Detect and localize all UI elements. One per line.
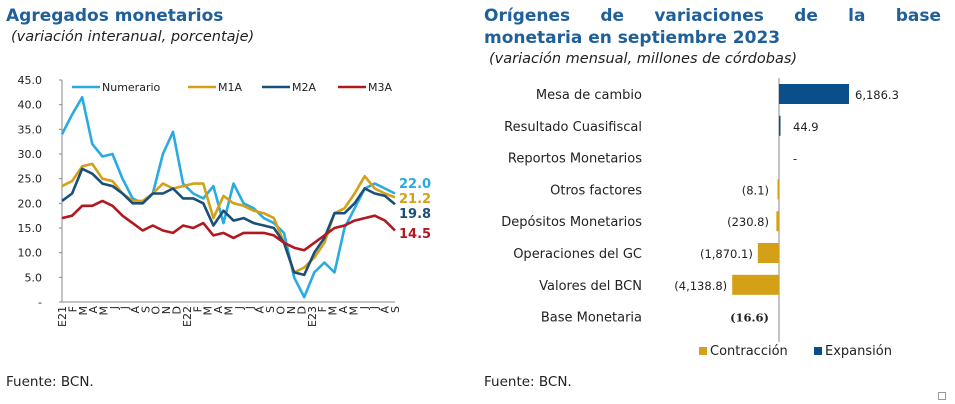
y-tick-label: 10.0 xyxy=(18,247,43,260)
y-tick-label: 15.0 xyxy=(18,222,43,235)
legend-label-m3a: M3A xyxy=(368,81,392,94)
x-tick-label: F xyxy=(66,306,79,312)
x-tick-label: S xyxy=(139,306,152,313)
x-tick-label: N xyxy=(285,306,298,314)
legend-label-contraccion: Contracción xyxy=(710,344,788,359)
category-label: Mesa de cambio xyxy=(536,88,642,103)
category-label: Resultado Cuasifiscal xyxy=(504,120,642,135)
x-tick-label: O xyxy=(150,306,163,315)
value-label: 44.9 xyxy=(793,120,819,134)
legend-label-m2a: M2A xyxy=(292,81,316,94)
x-tick-label: M xyxy=(347,306,360,316)
y-tick-label: 25.0 xyxy=(18,173,43,186)
legend-swatch-expansion xyxy=(814,347,822,355)
x-tick-label: J xyxy=(233,306,246,310)
x-tick-label: J xyxy=(118,306,131,310)
left-chart-title: Agregados monetarios xyxy=(6,6,224,26)
x-tick-label: A xyxy=(337,306,350,314)
x-tick-label: A xyxy=(254,306,267,314)
legend-swatch-contraccion xyxy=(699,347,707,355)
x-tick-label: A xyxy=(212,306,225,314)
right-source-note: Fuente: BCN. xyxy=(484,374,572,390)
series-line-m3a xyxy=(61,199,396,252)
bar xyxy=(779,115,781,136)
y-tick-label: - xyxy=(38,296,42,309)
series-line-m2a xyxy=(61,167,396,277)
y-tick-label: 30.0 xyxy=(18,148,43,161)
x-tick-label: D xyxy=(170,306,183,314)
x-tick-label: M xyxy=(98,306,111,316)
bar xyxy=(777,179,779,200)
x-tick-label: A xyxy=(379,306,392,314)
x-tick-label: D xyxy=(295,306,308,314)
category-label: Depósitos Monetarios xyxy=(501,215,642,230)
bar xyxy=(776,211,779,232)
right-chart-title-line1: Orígenes de variaciones de la base xyxy=(484,6,941,26)
series-line-m1a xyxy=(61,162,396,274)
right-chart-subtitle: (variación mensual, millones de córdobas… xyxy=(489,51,798,67)
category-label: Base Monetaria xyxy=(541,311,642,326)
corner-marker xyxy=(938,392,946,400)
y-tick-label: 45.0 xyxy=(18,74,43,87)
value-label: (230.8) xyxy=(727,215,769,229)
category-label: Valores del BCN xyxy=(539,279,642,294)
base-monetaria-bar-chart: Mesa de cambio 6,186.3 Resultado Cuasifisc… xyxy=(501,78,899,359)
legend-label-m1a: M1A xyxy=(218,81,242,94)
value-label: (8.1) xyxy=(742,183,769,197)
x-tick-label: S xyxy=(389,306,402,313)
x-tick-label: M xyxy=(77,306,90,316)
value-label: 6,186.3 xyxy=(855,88,899,102)
value-label: (4,138.8) xyxy=(674,279,727,293)
x-tick-label: M xyxy=(202,306,215,316)
end-value-label-numerario: 22.0 xyxy=(399,177,431,192)
y-tick-label: 35.0 xyxy=(18,123,43,136)
bar xyxy=(732,274,779,295)
value-label: - xyxy=(793,152,797,166)
x-tick-label: A xyxy=(87,306,100,314)
end-value-label-m2a: 19.8 xyxy=(399,207,431,222)
x-tick-label: N xyxy=(160,306,173,314)
x-tick-label: F xyxy=(191,306,204,312)
x-tick-label: J xyxy=(358,306,371,310)
category-label: Otros factores xyxy=(550,183,642,198)
y-tick-label: 5.0 xyxy=(25,271,43,284)
x-tick-label: J xyxy=(108,306,121,310)
value-label: (16.6) xyxy=(730,311,769,325)
category-label: Reportos Monetarios xyxy=(508,152,642,167)
value-label: (1,870.1) xyxy=(700,247,753,261)
x-tick-label: S xyxy=(264,306,277,313)
x-tick-label: A xyxy=(129,306,142,314)
y-tick-label: 20.0 xyxy=(18,197,43,210)
end-value-label-m3a: 14.5 xyxy=(399,227,431,242)
category-label: Operaciones del GC xyxy=(513,247,642,262)
x-tick-label: O xyxy=(275,306,288,315)
monetary-aggregates-line-chart: 45.040.035.030.025.020.015.010.05.0-E21F… xyxy=(18,74,432,327)
x-tick-label: M xyxy=(327,306,340,316)
left-chart-subtitle: (variación interanual, porcentaje) xyxy=(11,29,255,45)
x-tick-label: F xyxy=(316,306,329,312)
left-source-note: Fuente: BCN. xyxy=(6,374,94,390)
end-value-label-m1a: 21.2 xyxy=(399,192,431,207)
x-tick-label: E21 xyxy=(56,306,69,327)
x-tick-label: J xyxy=(368,306,381,310)
x-tick-label: M xyxy=(223,306,236,316)
legend-label-expansion: Expansión xyxy=(825,344,892,359)
x-tick-label: E23 xyxy=(306,306,319,327)
bar xyxy=(779,84,849,104)
x-tick-label: J xyxy=(243,306,256,310)
x-tick-label: E22 xyxy=(181,306,194,327)
series-line-numerario xyxy=(60,95,396,299)
legend-label-numerario: Numerario xyxy=(102,81,161,94)
bar xyxy=(757,243,779,263)
right-chart-title-line2: monetaria en septiembre 2023 xyxy=(484,28,781,48)
y-tick-label: 40.0 xyxy=(18,99,43,112)
